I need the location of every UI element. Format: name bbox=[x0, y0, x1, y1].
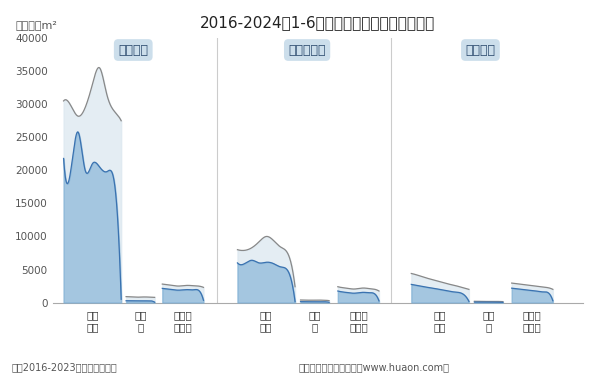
Text: 新开工面积: 新开工面积 bbox=[288, 43, 326, 56]
Text: 单位：万m²: 单位：万m² bbox=[16, 20, 57, 30]
Text: 商业营
业用房: 商业营 业用房 bbox=[173, 310, 192, 332]
Text: 商业营
业用房: 商业营 业用房 bbox=[523, 310, 542, 332]
Text: 制图：华经产业研究院（www.huaon.com）: 制图：华经产业研究院（www.huaon.com） bbox=[299, 362, 450, 372]
Title: 2016-2024年1-6月河北省房地产施工面积情况: 2016-2024年1-6月河北省房地产施工面积情况 bbox=[200, 15, 435, 30]
Text: 办公
楼: 办公 楼 bbox=[134, 310, 147, 332]
Text: 办公
楼: 办公 楼 bbox=[483, 310, 495, 332]
Text: 商品
住宅: 商品 住宅 bbox=[260, 310, 273, 332]
Text: 商品
住宅: 商品 住宅 bbox=[86, 310, 99, 332]
Text: 办公
楼: 办公 楼 bbox=[309, 310, 321, 332]
Text: 商业营
业用房: 商业营 业用房 bbox=[349, 310, 368, 332]
Text: 注：2016-2023年为全年度数据: 注：2016-2023年为全年度数据 bbox=[12, 362, 118, 372]
Text: 施工面积: 施工面积 bbox=[118, 43, 148, 56]
Text: 竣工面积: 竣工面积 bbox=[465, 43, 495, 56]
Text: 商品
住宅: 商品 住宅 bbox=[434, 310, 446, 332]
